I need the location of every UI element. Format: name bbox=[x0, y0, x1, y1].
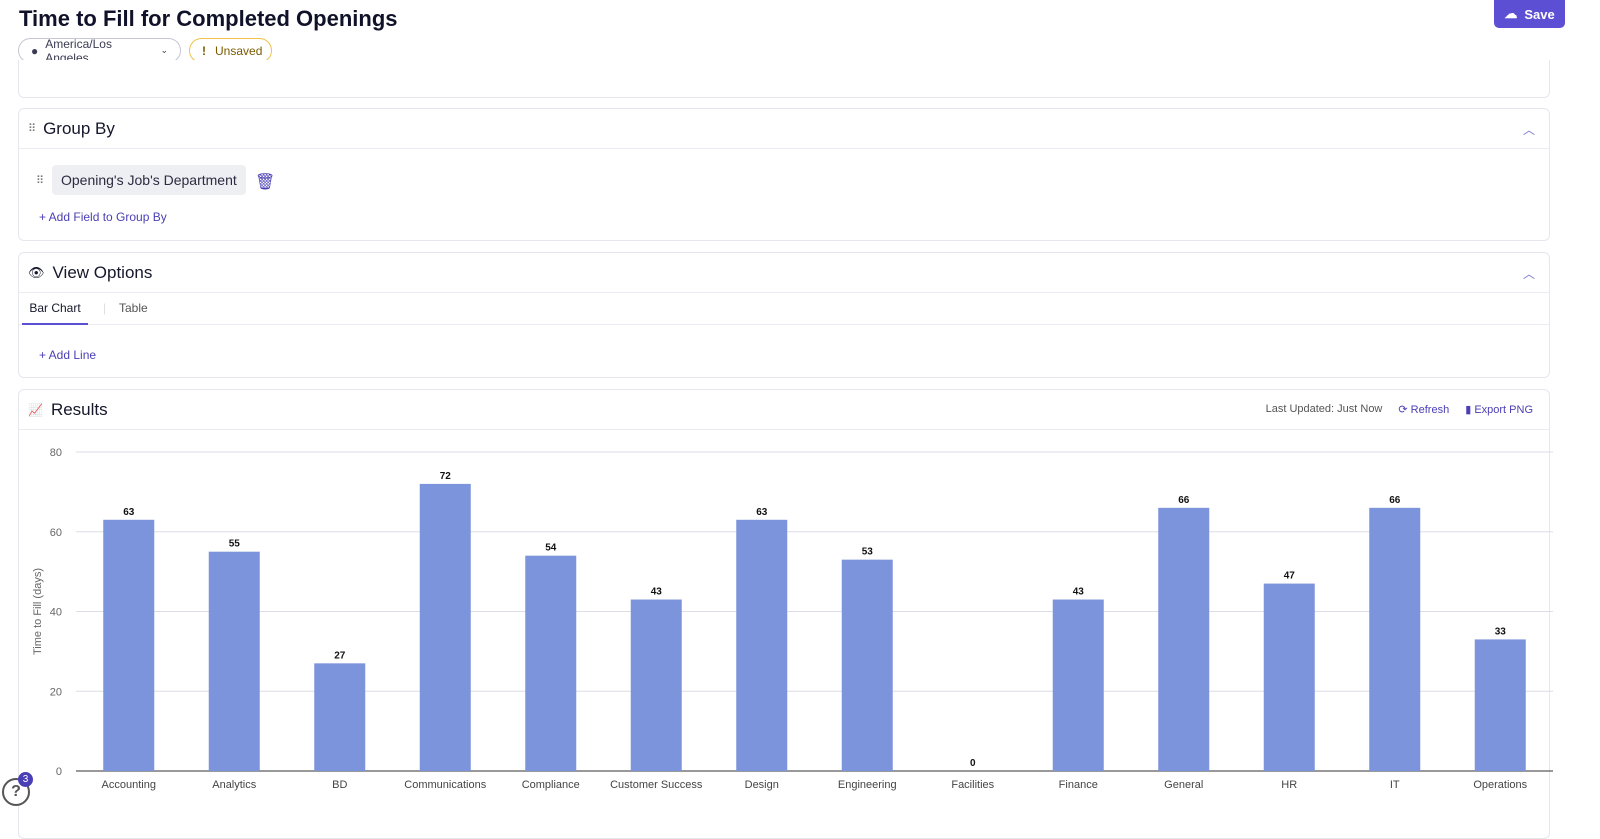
bar bbox=[208, 551, 260, 771]
bar bbox=[1474, 639, 1526, 771]
status-text: Unsaved bbox=[215, 43, 263, 58]
bar bbox=[1158, 507, 1210, 771]
clock-icon: ● bbox=[31, 43, 39, 58]
last-updated: Last Updated: Just Now bbox=[1265, 403, 1383, 415]
bar bbox=[525, 555, 577, 771]
data-label: 33 bbox=[1495, 626, 1507, 637]
cloud-upload-icon: ☁ bbox=[1504, 6, 1518, 21]
x-tick-label: Communications bbox=[404, 779, 486, 791]
chevron-up-icon[interactable]: ︿ bbox=[1522, 267, 1535, 281]
data-label: 55 bbox=[229, 539, 241, 550]
refresh-button[interactable]: ⟳ Refresh bbox=[1398, 403, 1449, 416]
notification-badge: 3 bbox=[18, 772, 33, 787]
x-tick-label: Accounting bbox=[102, 779, 156, 791]
data-label: 43 bbox=[651, 587, 663, 598]
drag-handle-icon[interactable]: ⠿ bbox=[36, 175, 44, 187]
bar bbox=[1263, 583, 1315, 771]
results-title: Results bbox=[50, 399, 108, 419]
data-label: 43 bbox=[1073, 587, 1085, 598]
x-tick-label: Engineering bbox=[838, 779, 897, 791]
x-tick-label: Compliance bbox=[522, 779, 580, 791]
x-tick-label: IT bbox=[1390, 779, 1400, 791]
collapsed-card bbox=[18, 60, 1550, 98]
y-tick-label: 20 bbox=[50, 686, 62, 698]
data-label: 63 bbox=[123, 507, 135, 518]
x-tick-label: Analytics bbox=[212, 779, 257, 791]
bar-chart: 0 20 40 60 80 Time to Fill (days) 63 Accounting… bbox=[32, 447, 1553, 791]
data-label: 63 bbox=[756, 507, 768, 518]
data-label: 27 bbox=[334, 650, 346, 661]
x-tick-label: BD bbox=[332, 779, 347, 791]
drag-handle-icon[interactable]: ⠿ bbox=[28, 123, 36, 135]
x-tick-label: Operations bbox=[1473, 779, 1527, 791]
group-by-field-chip[interactable]: Opening's Job's Department bbox=[52, 165, 246, 195]
refresh-icon: ⟳ bbox=[1398, 404, 1411, 416]
x-tick-label: General bbox=[1164, 779, 1203, 791]
y-tick-label: 40 bbox=[50, 607, 62, 619]
export-label: Export PNG bbox=[1474, 404, 1533, 416]
bar bbox=[1369, 507, 1421, 771]
bar bbox=[103, 519, 155, 771]
data-label: 54 bbox=[545, 543, 557, 554]
data-label: 47 bbox=[1284, 571, 1296, 582]
data-label: 72 bbox=[440, 471, 452, 482]
bar bbox=[841, 559, 893, 771]
bar bbox=[314, 663, 366, 771]
tab-bar-chart[interactable]: Bar Chart bbox=[22, 301, 88, 325]
y-tick-label: 0 bbox=[56, 766, 62, 778]
y-tick-label: 80 bbox=[50, 447, 62, 459]
view-options-title: View Options bbox=[52, 262, 153, 282]
x-tick-label: Customer Success bbox=[610, 779, 703, 791]
x-tick-label: Finance bbox=[1059, 779, 1098, 791]
data-label: 53 bbox=[862, 547, 874, 558]
add-field-group-by-link[interactable]: + Add Field to Group By bbox=[39, 210, 167, 224]
tab-table[interactable]: Table bbox=[119, 301, 148, 315]
chevron-up-icon[interactable]: ︿ bbox=[1522, 123, 1535, 137]
y-axis-label: Time to Fill (days) bbox=[32, 568, 44, 655]
file-icon: ▮ bbox=[1465, 404, 1475, 416]
help-icon: ? bbox=[11, 783, 21, 800]
data-label: 0 bbox=[970, 758, 976, 769]
x-tick-label: Facilities bbox=[951, 779, 994, 791]
export-png-button[interactable]: ▮ Export PNG bbox=[1465, 403, 1533, 416]
x-tick-label: HR bbox=[1281, 779, 1297, 791]
chevron-down-icon: ⌄ bbox=[160, 45, 168, 55]
bar bbox=[630, 599, 682, 771]
group-by-card: ⠿ Group By ︿ ⠿ Opening's Job's Department… bbox=[18, 108, 1550, 241]
save-label: Save bbox=[1524, 6, 1555, 22]
y-tick-label: 60 bbox=[50, 527, 62, 539]
bar bbox=[1052, 599, 1104, 771]
data-label: 66 bbox=[1389, 495, 1401, 506]
bar bbox=[736, 519, 788, 771]
save-button[interactable]: ☁ Save bbox=[1494, 0, 1565, 28]
refresh-label: Refresh bbox=[1410, 404, 1450, 416]
x-tick-label: Design bbox=[745, 779, 779, 791]
warning-icon: ! bbox=[202, 43, 206, 58]
line-chart-icon: 📈 bbox=[28, 402, 43, 417]
eye-icon: 👁 bbox=[28, 264, 45, 280]
trash-icon[interactable]: 🗑 bbox=[255, 174, 276, 191]
bar bbox=[419, 483, 471, 771]
page-title: Time to Fill for Completed Openings bbox=[19, 6, 398, 31]
view-options-card: 👁 View Options ︿ Bar Chart | Table + Add … bbox=[18, 252, 1550, 378]
add-line-link[interactable]: + Add Line bbox=[39, 348, 97, 362]
data-label: 66 bbox=[1178, 495, 1190, 506]
group-by-title: Group By bbox=[43, 118, 115, 138]
